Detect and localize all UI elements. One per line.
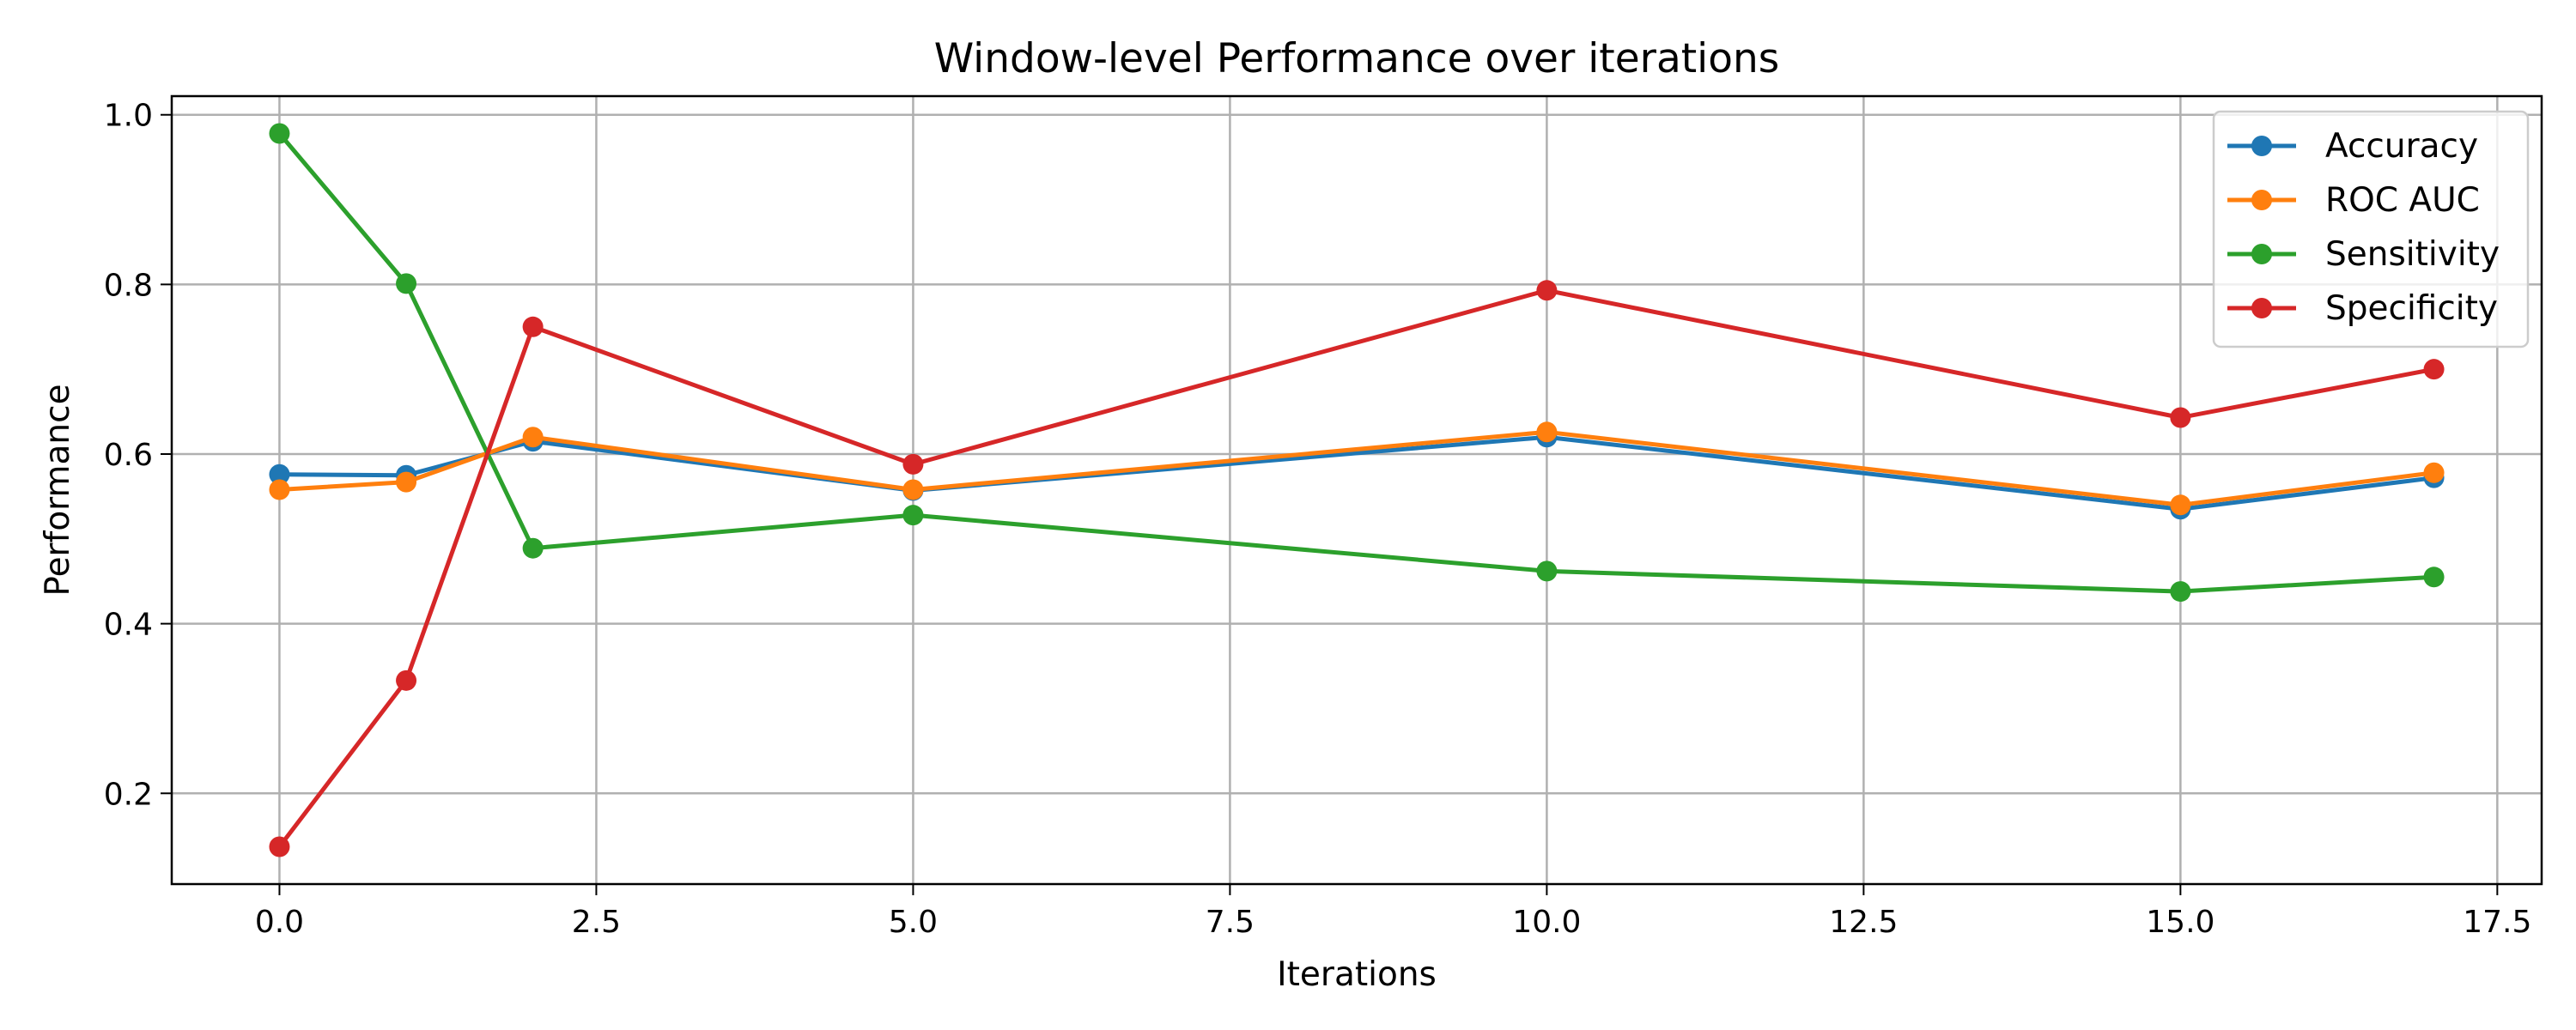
legend-box (2212, 110, 2530, 348)
x-axis-label: Iterations (1277, 955, 1437, 994)
data-point-specificity (269, 836, 290, 857)
data-point-roc-auc (902, 479, 924, 500)
data-point-specificity (396, 670, 417, 691)
data-point-accuracy (269, 464, 290, 485)
legend-swatch-marker (2251, 136, 2272, 156)
series-lines (269, 123, 2445, 857)
x-tick-label: 0.0 (255, 905, 304, 940)
data-point-roc-auc (2423, 462, 2445, 483)
data-point-specificity (1536, 280, 1558, 301)
data-point-roc-auc (396, 471, 417, 493)
series-line-sensitivity (277, 131, 2434, 594)
axis-ticks: 0.0 2.5 5.0 7.5 10.0 12.5 15.0 17.5 0.2 0.4 0.6 0.8… (104, 99, 2532, 940)
legend-label: Accuracy (2325, 127, 2478, 166)
data-point-sensitivity (1536, 560, 1558, 582)
legend-item-roc-auc: ROC AUC (2227, 181, 2480, 220)
x-tick-label: 12.5 (1829, 905, 1898, 940)
series-roc-auc (269, 421, 2445, 516)
series-line-specificity (277, 288, 2435, 849)
data-point-specificity (2423, 359, 2445, 380)
data-point-specificity (902, 453, 924, 475)
legend: Accuracy ROC AUC Sensitivity Specificity (2212, 110, 2530, 348)
legend-item-sensitivity: Sensitivity (2227, 235, 2500, 274)
y-tick-label: 0.6 (104, 438, 153, 473)
legend-swatch-marker (2251, 298, 2272, 318)
chart-title: Window-level Performance over iterations (934, 35, 1780, 82)
legend-label: Sensitivity (2325, 235, 2500, 274)
plot-area-frame (170, 94, 2543, 886)
data-point-sensitivity (522, 537, 544, 559)
legend-item-specificity: Specificity (2227, 289, 2498, 328)
legend-swatch-marker (2251, 244, 2272, 264)
x-tick-label: 5.0 (889, 905, 938, 940)
y-tick-label: 1.0 (104, 99, 153, 134)
legend-label: ROC AUC (2325, 181, 2480, 220)
data-point-sensitivity (269, 123, 290, 144)
data-point-specificity (2170, 407, 2191, 428)
legend-label: Specificity (2325, 289, 2498, 328)
data-point-specificity (522, 316, 544, 337)
x-tick-label: 7.5 (1206, 905, 1255, 940)
legend-item-accuracy: Accuracy (2227, 127, 2478, 166)
data-point-sensitivity (2423, 566, 2445, 588)
data-point-roc-auc (1536, 421, 1558, 443)
y-tick-label: 0.8 (104, 268, 153, 303)
data-point-roc-auc (269, 479, 290, 500)
legend-swatch-marker (2251, 190, 2272, 210)
data-point-sensitivity (396, 273, 417, 294)
series-specificity (269, 280, 2445, 857)
data-point-sensitivity (2170, 581, 2191, 603)
data-point-roc-auc (522, 427, 544, 448)
series-line-roc-auc (279, 429, 2434, 507)
y-tick-label: 0.2 (104, 777, 153, 812)
series-sensitivity (269, 123, 2445, 603)
x-tick-label: 15.0 (2146, 905, 2215, 940)
data-point-roc-auc (2170, 494, 2191, 516)
y-tick-label: 0.4 (104, 608, 153, 643)
y-axis-label: Performance (39, 384, 77, 596)
x-tick-label: 2.5 (572, 905, 621, 940)
data-point-sensitivity (902, 505, 924, 526)
x-tick-label: 17.5 (2463, 905, 2531, 940)
grid (172, 96, 2542, 884)
x-tick-label: 10.0 (1512, 905, 1581, 940)
